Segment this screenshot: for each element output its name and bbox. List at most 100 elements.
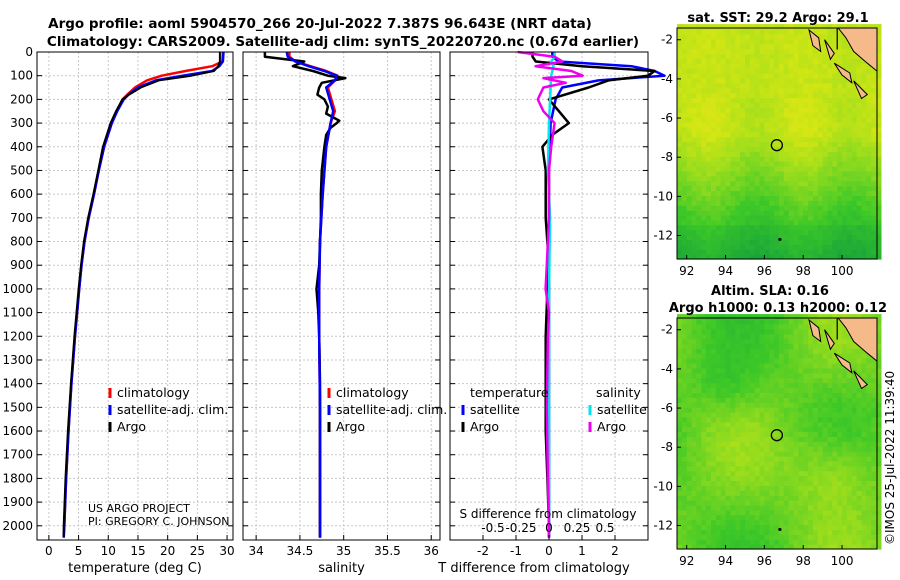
map-cell — [774, 319, 780, 325]
map-cell — [677, 392, 683, 398]
map-cell — [759, 161, 765, 167]
map-cell — [798, 465, 804, 472]
map-cell — [851, 514, 858, 521]
map-cell — [745, 210, 751, 216]
map-cell — [706, 363, 712, 369]
map-cell — [686, 63, 693, 69]
map-cell — [871, 416, 877, 423]
s-tick-label: -0.25 — [505, 521, 536, 535]
map-cell — [866, 436, 872, 442]
map-cell — [832, 244, 838, 250]
map-cell — [808, 77, 814, 84]
map-cell — [681, 456, 688, 462]
map-cell — [769, 200, 775, 206]
map-cell — [778, 480, 785, 486]
map-cell — [677, 249, 683, 255]
map-cell — [783, 131, 790, 138]
map-cell — [827, 475, 833, 482]
map-cell — [730, 224, 736, 231]
map-cell — [745, 451, 751, 457]
map-cell — [686, 353, 693, 359]
map-cell — [715, 249, 722, 255]
map-cell — [803, 446, 809, 452]
map-cell — [788, 412, 795, 418]
map-cell — [706, 126, 712, 133]
map-cell — [846, 397, 853, 403]
map-cell — [778, 451, 785, 457]
map-cell — [696, 451, 702, 457]
map-cell — [856, 456, 863, 462]
map-cell — [846, 416, 853, 423]
map-cell — [764, 82, 770, 89]
map-cell — [745, 529, 751, 535]
map-cell — [827, 58, 833, 64]
map-cell — [715, 328, 722, 335]
map-cell — [798, 156, 804, 162]
map-cell — [798, 514, 804, 521]
x-tick-label: 94 — [718, 264, 733, 278]
map-cell — [861, 397, 867, 403]
map-cell — [837, 353, 843, 359]
map-cell — [706, 328, 712, 335]
map-cell — [715, 102, 722, 108]
map-cell — [764, 219, 770, 226]
map-cell — [745, 254, 751, 260]
map-cell — [788, 151, 795, 157]
map-cell — [778, 421, 785, 428]
map-cell — [793, 244, 799, 250]
map-cell — [735, 446, 741, 452]
map-cell — [812, 343, 819, 349]
map-cell — [827, 485, 833, 491]
map-cell — [856, 190, 863, 196]
map-cell — [764, 185, 770, 192]
map-cell — [793, 131, 799, 138]
map-cell — [686, 372, 693, 379]
map-cell — [749, 382, 756, 389]
map-cell — [745, 219, 751, 226]
map-cell — [827, 416, 833, 423]
map-cell — [764, 43, 770, 50]
map-cell — [788, 33, 795, 40]
map-cell — [778, 126, 785, 133]
map-cell — [793, 58, 799, 64]
map-cell — [842, 367, 848, 374]
map-cell — [749, 175, 756, 182]
map-cell — [803, 244, 809, 250]
x-tick-label: 96 — [757, 554, 772, 568]
map-cell — [701, 117, 707, 123]
map-cell — [778, 58, 785, 64]
map-cell — [764, 323, 770, 330]
map-cell — [837, 112, 843, 118]
map-cell — [812, 465, 819, 472]
map-cell — [720, 402, 727, 408]
map-cell — [706, 48, 712, 55]
map-cell — [706, 319, 712, 325]
map-cell — [681, 53, 688, 59]
map-cell — [851, 343, 858, 349]
map-cell — [701, 151, 707, 157]
map-cell — [701, 485, 707, 491]
map-cell — [808, 195, 814, 201]
map-cell — [754, 102, 761, 108]
map-cell — [817, 421, 824, 428]
map-cell — [788, 48, 795, 55]
map-cell — [778, 185, 785, 192]
map-cell — [696, 210, 702, 216]
map-cell — [861, 470, 867, 477]
map-cell — [793, 544, 799, 550]
map-cell — [866, 210, 872, 216]
map-cell — [677, 367, 683, 374]
map-cell — [706, 431, 712, 437]
map-cell — [677, 107, 683, 113]
map-cell — [846, 524, 853, 530]
map-cell — [715, 117, 722, 123]
map-cell — [720, 490, 727, 496]
map-cell — [871, 24, 877, 30]
map-cell — [711, 514, 717, 521]
map-cell — [730, 112, 736, 118]
map-cell — [725, 215, 731, 221]
map-cell — [740, 333, 746, 340]
map-cell — [846, 244, 853, 250]
map-cell — [851, 190, 858, 196]
map-cell — [730, 131, 736, 138]
